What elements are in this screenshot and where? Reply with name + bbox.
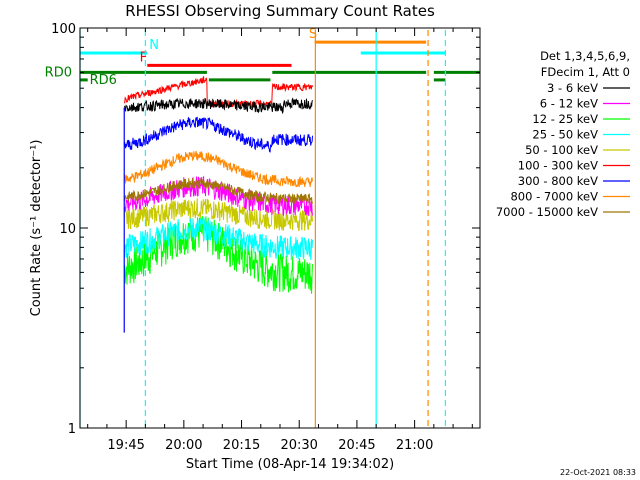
x-tick-label: 21:00	[396, 438, 433, 453]
series-layer	[123, 75, 313, 333]
legend-entry-label: 6 - 12 keV	[540, 97, 598, 111]
x-tick-label: 20:45	[338, 438, 375, 453]
legend-entry-label: 800 - 7000 keV	[510, 190, 598, 204]
x-tick-label: 20:00	[165, 438, 202, 453]
flag-label: RD6	[90, 73, 117, 88]
timestamp: 22-Oct-2021 08:33	[560, 468, 636, 477]
y-tick-label: 100	[51, 22, 76, 37]
series-line	[124, 97, 313, 115]
legend-entry-label: 100 - 300 keV	[518, 159, 598, 173]
legend-entry-label: 300 - 800 keV	[518, 174, 598, 188]
x-axis: 19:45 20:00 20:15 20:30 20:45 21:00	[87, 28, 473, 453]
series-line	[123, 177, 313, 204]
x-tick-label: 19:45	[107, 438, 144, 453]
y-axis: 1 10 100	[51, 22, 480, 437]
legend: Det 1,3,4,5,6,9, FDecim 1, Att 0 3 - 6 k…	[496, 49, 630, 219]
series-line	[123, 215, 313, 294]
series-line	[123, 198, 313, 232]
y-tick-label: 10	[59, 222, 76, 237]
x-tick-label: 20:15	[223, 438, 260, 453]
flag-label: RD0	[45, 65, 72, 80]
y-tick-label: 1	[68, 422, 76, 437]
series-line	[123, 150, 313, 188]
legend-entry-label: 25 - 50 keV	[532, 128, 598, 142]
series-line	[123, 116, 313, 153]
x-tick-label: 20:30	[280, 438, 317, 453]
legend-entry-label: 7000 - 15000 keV	[496, 205, 598, 219]
legend-entry-label: 3 - 6 keV	[547, 81, 598, 95]
series-line	[123, 175, 313, 217]
series-line	[123, 217, 313, 261]
flags-layer: NF S RD0 RD6	[45, 27, 480, 88]
flag-label: F	[140, 50, 147, 65]
flag-label: N	[149, 38, 159, 53]
flag-label: S	[309, 27, 317, 42]
chart-title: RHESSI Observing Summary Count Rates	[125, 2, 435, 20]
y-axis-label: Count Rate (s⁻¹ detector⁻¹)	[29, 140, 44, 317]
legend-header-line: FDecim 1, Att 0	[541, 65, 630, 79]
legend-entry-label: 50 - 100 keV	[525, 143, 598, 157]
x-axis-label: Start Time (08-Apr-14 19:34:02)	[186, 457, 394, 472]
legend-header-line: Det 1,3,4,5,6,9,	[540, 49, 630, 63]
legend-entry-label: 12 - 25 keV	[532, 112, 598, 126]
